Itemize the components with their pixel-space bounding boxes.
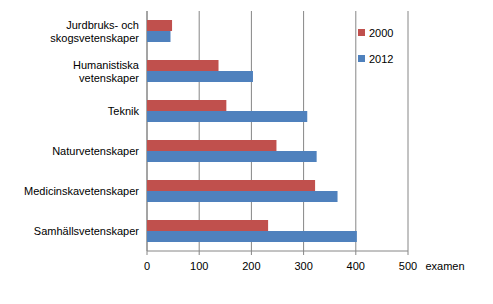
tick-mark — [355, 251, 356, 255]
grid-line — [355, 11, 356, 251]
bar — [147, 140, 276, 151]
y-axis-line — [147, 11, 148, 251]
category-label: Humanistiskavetenskaper — [73, 59, 140, 84]
chart-svg: 0 100 200 300 400 500 Jurdbruks- ochskogsveten… — [0, 0, 493, 304]
tick-label: 300 — [294, 260, 312, 272]
category-label-line: Humanistiska — [73, 59, 140, 71]
legend-label: 2012 — [369, 53, 393, 65]
category-label: Medicinskavetenskaper — [24, 185, 139, 197]
bar — [147, 180, 315, 191]
bar — [147, 231, 357, 242]
tick-label: 200 — [242, 260, 260, 272]
tick-mark — [303, 251, 304, 255]
tick-label: 0 — [144, 260, 150, 272]
legend-swatch — [358, 29, 365, 36]
bar — [147, 111, 307, 122]
tick-mark — [147, 251, 148, 255]
x-axis-line — [147, 251, 408, 252]
bar — [147, 220, 268, 231]
bars — [147, 20, 357, 242]
bar — [147, 100, 226, 111]
legend: 2000 2012 — [358, 27, 393, 65]
category-label: Teknik — [108, 105, 140, 117]
bar — [147, 20, 172, 31]
legend-swatch — [358, 55, 365, 62]
bar — [147, 151, 317, 162]
category-label-line: Jurdbruks- och — [66, 19, 139, 31]
category-label-line: skogsvetenskaper — [50, 32, 139, 44]
bar — [147, 71, 253, 82]
tick-mark — [251, 251, 252, 255]
category-label-line: Teknik — [108, 105, 140, 117]
legend-label: 2000 — [369, 27, 393, 39]
tick-mark — [199, 251, 200, 255]
chart-container: 0 100 200 300 400 500 Jurdbruks- ochskogsveten… — [0, 0, 493, 304]
grid-line — [251, 11, 252, 251]
grid-line — [147, 11, 148, 251]
bar — [147, 31, 170, 42]
category-label-line: Medicinskavetenskaper — [24, 185, 139, 197]
tick-mark — [408, 251, 409, 255]
category-label-line: vetenskaper — [79, 72, 139, 84]
category-label: Jurdbruks- ochskogsvetenskaper — [50, 19, 139, 44]
category-label-line: Naturvetenskaper — [52, 145, 139, 157]
grid-line — [408, 11, 409, 251]
category-label-line: Samhällsvetenskaper — [34, 225, 140, 237]
x-axis-label: examen — [425, 260, 464, 272]
tick-label: 500 — [399, 260, 417, 272]
category-label: Samhällsvetenskaper — [34, 225, 140, 237]
category-label: Naturvetenskaper — [52, 145, 139, 157]
tick-label: 400 — [347, 260, 365, 272]
bar — [147, 191, 338, 202]
tick-label: 100 — [190, 260, 208, 272]
grid-line — [199, 11, 200, 251]
grid-line — [303, 11, 304, 251]
bar — [147, 60, 219, 71]
